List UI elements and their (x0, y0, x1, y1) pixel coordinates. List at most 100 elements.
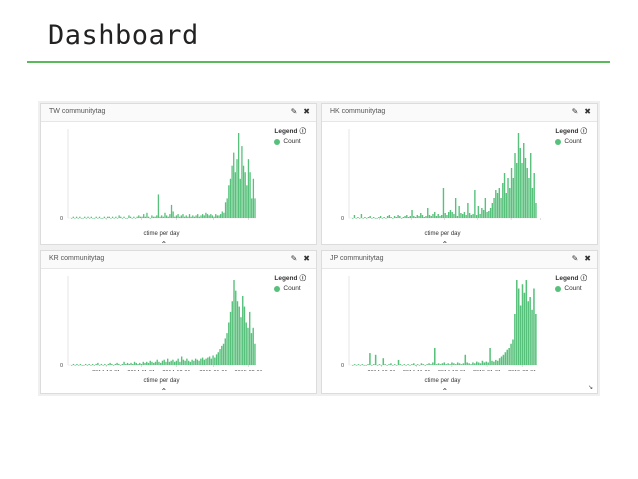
bar[interactable] (437, 363, 440, 365)
bar[interactable] (242, 295, 244, 365)
bar[interactable] (229, 311, 232, 366)
bar[interactable] (208, 356, 211, 366)
bar[interactable] (405, 365, 407, 366)
bar[interactable] (488, 211, 490, 218)
bar[interactable] (128, 363, 130, 365)
bar[interactable] (203, 215, 205, 218)
bar[interactable] (482, 210, 485, 218)
bar[interactable] (77, 218, 79, 219)
bar[interactable] (472, 214, 474, 218)
bar[interactable] (77, 365, 80, 366)
bar[interactable] (421, 215, 424, 218)
bar[interactable] (521, 163, 523, 218)
info-icon[interactable]: ⓘ (299, 128, 307, 135)
bar[interactable] (91, 363, 94, 365)
bar[interactable] (369, 353, 371, 365)
bar[interactable] (390, 363, 392, 365)
close-icon[interactable]: ✖ (584, 107, 591, 116)
bar[interactable] (481, 360, 484, 365)
bar[interactable] (107, 363, 110, 365)
bar[interactable] (474, 190, 476, 218)
bar[interactable] (156, 359, 158, 365)
bar[interactable] (172, 359, 174, 365)
bar[interactable] (413, 216, 415, 218)
bar[interactable] (184, 360, 186, 365)
bar[interactable] (139, 362, 141, 366)
bar[interactable] (477, 206, 480, 218)
bar[interactable] (219, 349, 221, 365)
bar[interactable] (512, 339, 514, 366)
bar[interactable] (118, 215, 120, 218)
bar[interactable] (93, 218, 96, 219)
bar[interactable] (236, 301, 239, 365)
legend-item-count[interactable]: Count (555, 138, 587, 145)
bar[interactable] (428, 363, 430, 365)
bar[interactable] (205, 212, 207, 218)
bar[interactable] (72, 363, 75, 365)
bar[interactable] (372, 217, 375, 218)
bar[interactable] (80, 218, 83, 219)
bar[interactable] (502, 354, 505, 365)
bar[interactable] (404, 216, 406, 218)
bar[interactable] (447, 363, 449, 365)
bar[interactable] (434, 212, 436, 218)
bar[interactable] (454, 364, 457, 365)
chevron-up-icon[interactable]: ⌃ (160, 240, 168, 249)
bar[interactable] (231, 301, 233, 365)
bar[interactable] (414, 365, 417, 366)
bar[interactable] (223, 212, 225, 218)
bar[interactable] (89, 218, 91, 219)
bar[interactable] (76, 363, 78, 365)
bar[interactable] (430, 364, 432, 365)
bar[interactable] (123, 361, 125, 365)
legend-item-count[interactable]: Count (274, 138, 306, 145)
bar[interactable] (458, 363, 461, 365)
bar[interactable] (468, 213, 471, 218)
bar[interactable] (456, 216, 459, 218)
close-icon[interactable]: ✖ (303, 254, 310, 263)
bar[interactable] (133, 216, 135, 218)
bar[interactable] (111, 216, 114, 218)
bar[interactable] (233, 280, 235, 365)
bar[interactable] (371, 365, 373, 366)
bar[interactable] (470, 215, 473, 218)
bar[interactable] (149, 218, 151, 219)
bar[interactable] (509, 188, 511, 218)
bar[interactable] (383, 217, 385, 218)
bar[interactable] (453, 214, 455, 218)
bar[interactable] (213, 216, 215, 218)
bar[interactable] (97, 362, 99, 366)
bar[interactable] (400, 218, 403, 219)
bar[interactable] (144, 216, 146, 218)
bar[interactable] (152, 216, 155, 218)
bar[interactable] (514, 314, 516, 365)
bar[interactable] (234, 172, 237, 218)
bar[interactable] (104, 363, 106, 365)
bar[interactable] (128, 215, 130, 218)
bar[interactable] (500, 356, 503, 366)
info-icon[interactable]: ⓘ (580, 275, 588, 282)
bar[interactable] (126, 218, 128, 219)
bar[interactable] (403, 364, 406, 365)
bar[interactable] (108, 216, 110, 218)
bar[interactable] (365, 365, 367, 366)
bar[interactable] (182, 359, 185, 365)
bar[interactable] (246, 185, 248, 218)
bar[interactable] (378, 217, 380, 218)
bar[interactable] (217, 352, 219, 365)
bar[interactable] (385, 218, 387, 219)
bar[interactable] (95, 216, 97, 218)
bar[interactable] (493, 361, 495, 365)
bar[interactable] (451, 362, 453, 365)
bar[interactable] (138, 215, 140, 218)
bar[interactable] (352, 365, 354, 366)
bar[interactable] (498, 358, 501, 365)
bar[interactable] (160, 362, 162, 366)
bar[interactable] (386, 365, 388, 366)
bar[interactable] (442, 188, 445, 218)
pencil-icon[interactable]: ✎ (290, 107, 298, 116)
resize-handle[interactable]: ↘ (587, 385, 593, 391)
bar[interactable] (477, 362, 480, 365)
bar[interactable] (474, 363, 476, 365)
bar[interactable] (193, 216, 196, 218)
